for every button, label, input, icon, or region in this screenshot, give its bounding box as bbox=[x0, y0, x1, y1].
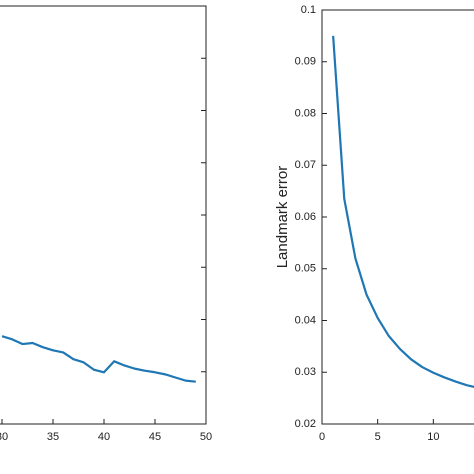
plot-frame bbox=[0, 5, 207, 425]
y-tick-label: 0.08 bbox=[295, 107, 316, 119]
data-line bbox=[1, 335, 196, 383]
y-axis-label: Landmark error bbox=[274, 166, 291, 269]
data-line bbox=[332, 35, 474, 389]
x-tick-label: 45 bbox=[149, 431, 161, 443]
y-tick-label: 0.07 bbox=[295, 159, 316, 171]
y-tick-label: 0.03 bbox=[295, 366, 316, 378]
x-tick-label: 30 bbox=[0, 431, 8, 443]
y-tick-label: 0.04 bbox=[295, 314, 316, 326]
x-tick-label: 35 bbox=[47, 431, 59, 443]
y-tick-label: 0.02 bbox=[295, 418, 316, 430]
y-tick-label: 0.09 bbox=[295, 56, 316, 68]
y-tick-label: 0.06 bbox=[295, 211, 316, 223]
x-tick-label: 50 bbox=[200, 431, 212, 443]
x-tick-label: 40 bbox=[98, 431, 110, 443]
y-tick-label: 0.05 bbox=[295, 263, 316, 275]
x-tick-label: 10 bbox=[427, 431, 439, 443]
y-tick-label: 0.1 bbox=[301, 4, 316, 16]
plot-frame bbox=[321, 9, 474, 425]
x-tick-label: 5 bbox=[375, 431, 381, 443]
x-tick-label: 0 bbox=[319, 431, 325, 443]
